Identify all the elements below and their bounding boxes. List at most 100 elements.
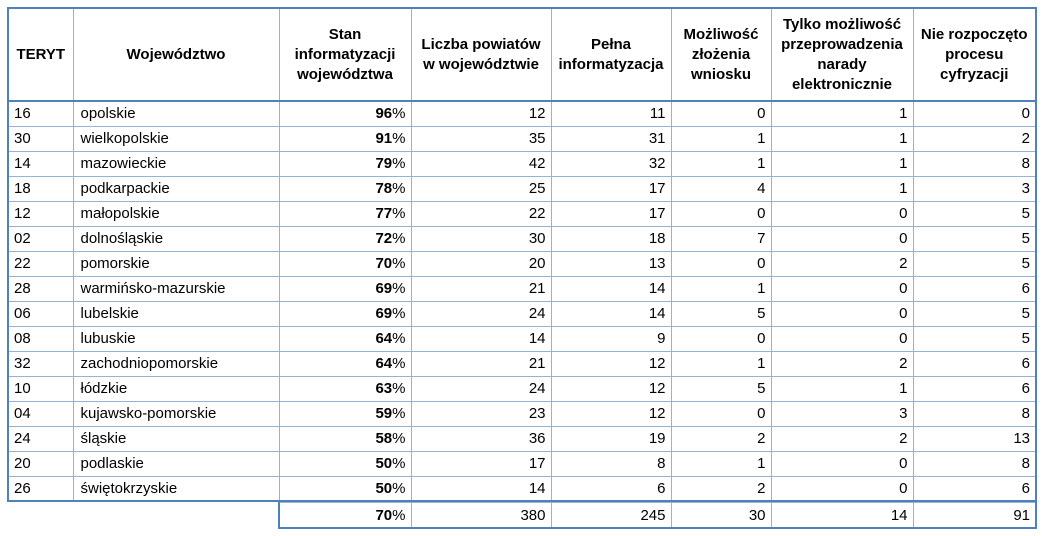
cell-mozliwosc-zlozenia-wniosku: 1 <box>670 125 772 152</box>
cell-stan-informatyzacji: 64% <box>278 325 412 352</box>
column-header-tylko-narada-elektroniczna: Tylko możliwość przeprowadzenia narady e… <box>770 7 914 102</box>
cell-pelna-informatyzacja: 18 <box>550 225 672 252</box>
cell-nie-rozpoczeto-cyfryzacji: 2 <box>912 125 1037 152</box>
cell-liczba-powiatow: 21 <box>410 275 552 302</box>
column-header-wojewodztwo: Województwo <box>72 7 280 102</box>
table-row: 10 łódzkie 63% 24 12 5 1 6 <box>7 375 1037 402</box>
cell-teryt: 20 <box>7 450 74 477</box>
cell-pelna-informatyzacja: 17 <box>550 175 672 202</box>
cell-tylko-narada-elektroniczna: 2 <box>770 425 914 452</box>
cell-mozliwosc-zlozenia-wniosku: 4 <box>670 175 772 202</box>
cell-teryt: 26 <box>7 475 74 502</box>
total-pelna-informatyzacja: 245 <box>550 502 672 529</box>
cell-teryt: 32 <box>7 350 74 377</box>
cell-stan-informatyzacji: 69% <box>278 300 412 327</box>
cell-mozliwosc-zlozenia-wniosku: 1 <box>670 350 772 377</box>
cell-mozliwosc-zlozenia-wniosku: 0 <box>670 200 772 227</box>
cell-tylko-narada-elektroniczna: 1 <box>770 375 914 402</box>
cell-stan-informatyzacji: 64% <box>278 350 412 377</box>
cell-pelna-informatyzacja: 12 <box>550 400 672 427</box>
column-header-stan-informatyzacji: Stan informatyzacji województwa <box>278 7 412 102</box>
total-mozliwosc-zlozenia-wniosku: 30 <box>670 502 772 529</box>
cell-stan-informatyzacji: 58% <box>278 425 412 452</box>
table-row: 16 opolskie 96% 12 11 0 1 0 <box>7 100 1037 127</box>
cell-teryt: 10 <box>7 375 74 402</box>
table-row: 32 zachodniopomorskie 64% 21 12 1 2 6 <box>7 350 1037 377</box>
cell-liczba-powiatow: 20 <box>410 250 552 277</box>
cell-liczba-powiatow: 14 <box>410 325 552 352</box>
cell-teryt: 12 <box>7 200 74 227</box>
cell-wojewodztwo: pomorskie <box>72 250 280 277</box>
cell-tylko-narada-elektroniczna: 0 <box>770 450 914 477</box>
cell-pelna-informatyzacja: 32 <box>550 150 672 177</box>
cell-mozliwosc-zlozenia-wniosku: 1 <box>670 450 772 477</box>
cell-wojewodztwo: podkarpackie <box>72 175 280 202</box>
cell-tylko-narada-elektroniczna: 3 <box>770 400 914 427</box>
cell-liczba-powiatow: 30 <box>410 225 552 252</box>
cell-nie-rozpoczeto-cyfryzacji: 5 <box>912 250 1037 277</box>
table-row: 14 mazowieckie 79% 42 32 1 1 8 <box>7 150 1037 177</box>
cell-mozliwosc-zlozenia-wniosku: 0 <box>670 325 772 352</box>
cell-pelna-informatyzacja: 31 <box>550 125 672 152</box>
cell-wojewodztwo: lubuskie <box>72 325 280 352</box>
cell-teryt: 06 <box>7 300 74 327</box>
cell-nie-rozpoczeto-cyfryzacji: 5 <box>912 225 1037 252</box>
cell-liczba-powiatow: 36 <box>410 425 552 452</box>
cell-wojewodztwo: świętokrzyskie <box>72 475 280 502</box>
total-stan-informatyzacji: 70% <box>278 502 412 529</box>
cell-pelna-informatyzacja: 12 <box>550 350 672 377</box>
cell-wojewodztwo: opolskie <box>72 100 280 127</box>
table-header: TERYT Województwo Stan informatyzacji wo… <box>7 7 1037 102</box>
cell-teryt: 22 <box>7 250 74 277</box>
cell-stan-informatyzacji: 50% <box>278 475 412 502</box>
cell-mozliwosc-zlozenia-wniosku: 5 <box>670 300 772 327</box>
cell-nie-rozpoczeto-cyfryzacji: 6 <box>912 275 1037 302</box>
cell-liczba-powiatow: 25 <box>410 175 552 202</box>
cell-mozliwosc-zlozenia-wniosku: 5 <box>670 375 772 402</box>
cell-tylko-narada-elektroniczna: 1 <box>770 175 914 202</box>
cell-nie-rozpoczeto-cyfryzacji: 5 <box>912 325 1037 352</box>
table-row: 06 lubelskie 69% 24 14 5 0 5 <box>7 300 1037 327</box>
cell-liczba-powiatow: 22 <box>410 200 552 227</box>
cell-teryt: 02 <box>7 225 74 252</box>
table-row: 08 lubuskie 64% 14 9 0 0 5 <box>7 325 1037 352</box>
cell-pelna-informatyzacja: 14 <box>550 300 672 327</box>
column-header-pelna-informatyzacja: Pełna informatyzacja <box>550 7 672 102</box>
cell-mozliwosc-zlozenia-wniosku: 0 <box>670 400 772 427</box>
cell-mozliwosc-zlozenia-wniosku: 7 <box>670 225 772 252</box>
cell-nie-rozpoczeto-cyfryzacji: 5 <box>912 200 1037 227</box>
cell-teryt: 04 <box>7 400 74 427</box>
cell-tylko-narada-elektroniczna: 1 <box>770 125 914 152</box>
cell-pelna-informatyzacja: 8 <box>550 450 672 477</box>
column-header-nie-rozpoczeto-cyfryzacji: Nie rozpoczęto procesu cyfryzacji <box>912 7 1037 102</box>
cell-teryt: 30 <box>7 125 74 152</box>
cell-pelna-informatyzacja: 19 <box>550 425 672 452</box>
cell-stan-informatyzacji: 59% <box>278 400 412 427</box>
cell-nie-rozpoczeto-cyfryzacji: 8 <box>912 450 1037 477</box>
cell-stan-informatyzacji: 70% <box>278 250 412 277</box>
cell-tylko-narada-elektroniczna: 2 <box>770 250 914 277</box>
cell-nie-rozpoczeto-cyfryzacji: 6 <box>912 375 1037 402</box>
cell-stan-informatyzacji: 50% <box>278 450 412 477</box>
totals-row: 70% 380 245 30 14 91 <box>278 502 1037 529</box>
cell-pelna-informatyzacja: 14 <box>550 275 672 302</box>
cell-wojewodztwo: lubelskie <box>72 300 280 327</box>
table-row: 12 małopolskie 77% 22 17 0 0 5 <box>7 200 1037 227</box>
cell-pelna-informatyzacja: 13 <box>550 250 672 277</box>
cell-tylko-narada-elektroniczna: 1 <box>770 150 914 177</box>
table-row: 22 pomorskie 70% 20 13 0 2 5 <box>7 250 1037 277</box>
cell-nie-rozpoczeto-cyfryzacji: 3 <box>912 175 1037 202</box>
cell-liczba-powiatow: 23 <box>410 400 552 427</box>
column-header-liczba-powiatow: Liczba powiatów w województwie <box>410 7 552 102</box>
cell-wojewodztwo: kujawsko-pomorskie <box>72 400 280 427</box>
cell-stan-informatyzacji: 72% <box>278 225 412 252</box>
column-header-teryt: TERYT <box>7 7 74 102</box>
table-row: 02 dolnośląskie 72% 30 18 7 0 5 <box>7 225 1037 252</box>
cell-mozliwosc-zlozenia-wniosku: 2 <box>670 475 772 502</box>
cell-liczba-powiatow: 21 <box>410 350 552 377</box>
voivodeship-table: TERYT Województwo Stan informatyzacji wo… <box>7 7 1037 502</box>
total-nie-rozpoczeto-cyfryzacji: 91 <box>912 502 1037 529</box>
cell-stan-informatyzacji: 91% <box>278 125 412 152</box>
cell-pelna-informatyzacja: 12 <box>550 375 672 402</box>
cell-wojewodztwo: mazowieckie <box>72 150 280 177</box>
